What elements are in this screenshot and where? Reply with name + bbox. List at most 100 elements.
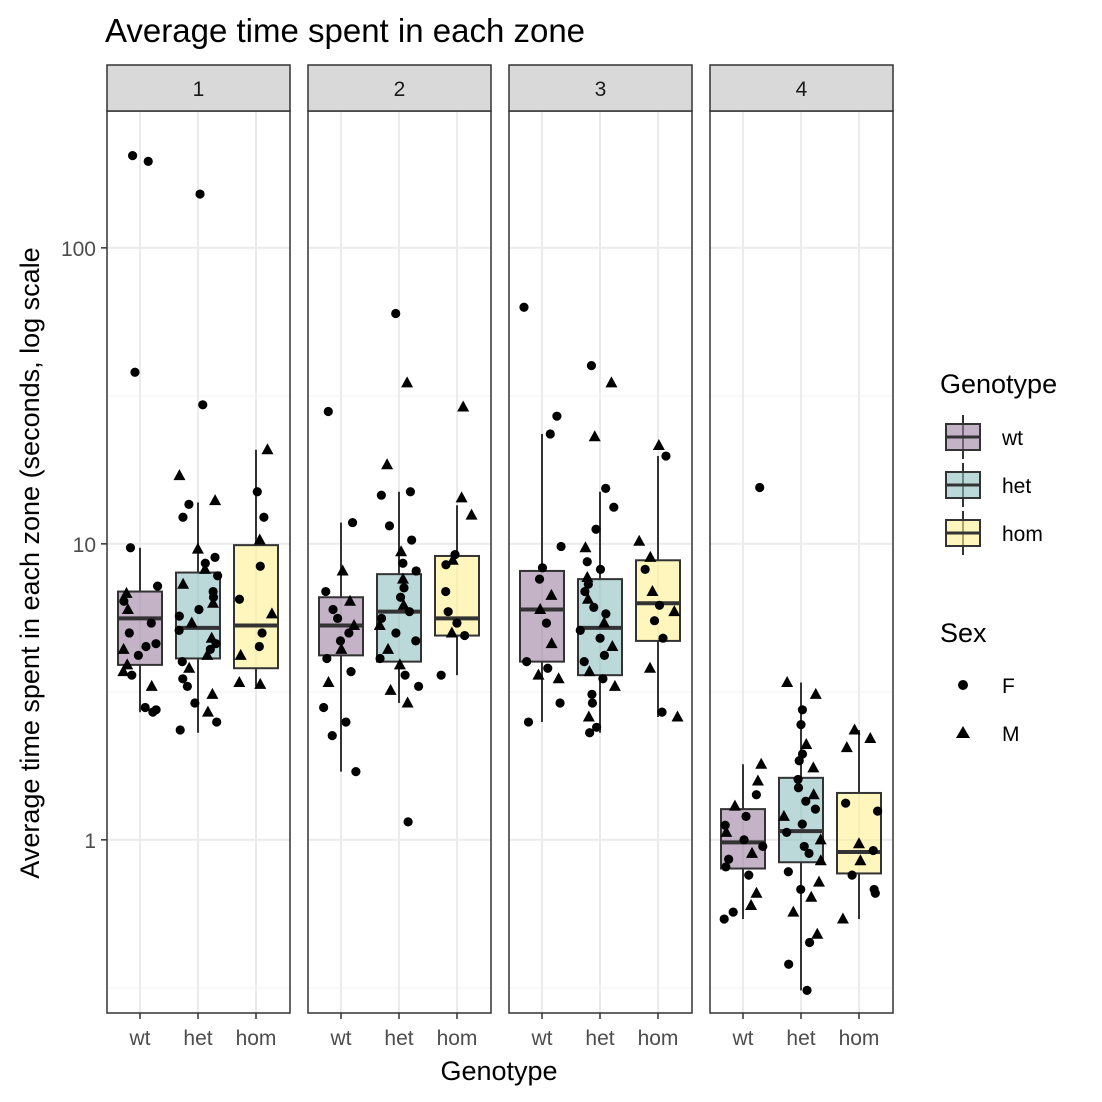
point-female xyxy=(375,653,385,664)
point-male xyxy=(814,854,827,866)
point-female xyxy=(125,543,136,553)
point-female xyxy=(609,502,619,512)
point-female xyxy=(178,674,188,684)
point-male xyxy=(581,570,594,582)
point-female xyxy=(200,558,210,568)
point-female xyxy=(391,308,401,319)
point-male xyxy=(393,658,406,670)
point-male xyxy=(457,400,470,412)
point-female xyxy=(212,717,222,727)
point-female xyxy=(399,583,409,593)
point-female xyxy=(794,756,804,766)
point-male xyxy=(191,542,204,554)
point-female xyxy=(143,156,153,166)
point-male xyxy=(750,886,763,898)
box-iqr xyxy=(635,559,681,642)
point-male xyxy=(848,723,861,735)
point-female xyxy=(799,841,809,852)
x-tick-label: wt xyxy=(531,1027,553,1050)
point-female xyxy=(847,870,857,880)
point-male xyxy=(465,508,478,520)
point-female xyxy=(793,783,804,793)
point-male xyxy=(373,618,386,630)
point-male xyxy=(396,572,409,584)
legend-triangle-icon xyxy=(956,726,970,738)
legend-label-wt: wt xyxy=(1001,427,1023,450)
point-female xyxy=(413,681,424,691)
point-female xyxy=(591,524,601,534)
point-female xyxy=(344,628,354,638)
point-female xyxy=(133,650,143,660)
point-female xyxy=(523,717,534,727)
box-wt xyxy=(117,150,163,717)
point-female xyxy=(579,657,589,667)
point-female xyxy=(327,730,337,741)
point-male xyxy=(864,731,877,743)
point-female xyxy=(801,796,811,806)
point-female xyxy=(194,604,204,615)
y-tick-label: 10 xyxy=(73,534,96,557)
point-male xyxy=(646,585,659,597)
point-female xyxy=(403,817,413,827)
point-female xyxy=(151,705,161,715)
point-female xyxy=(583,579,593,589)
strip-label: 1 xyxy=(193,78,205,101)
strip-label: 4 xyxy=(796,78,808,101)
point-male xyxy=(720,825,733,837)
point-female xyxy=(152,581,163,591)
point-female xyxy=(793,774,803,785)
point-male xyxy=(545,588,558,600)
point-female xyxy=(328,604,338,615)
point-female xyxy=(797,705,807,715)
point-female xyxy=(658,633,668,643)
point-male xyxy=(397,598,410,610)
point-female xyxy=(552,411,562,421)
point-female xyxy=(178,512,188,522)
point-male xyxy=(395,545,408,557)
point-male xyxy=(598,616,611,628)
point-male xyxy=(755,757,768,769)
point-male xyxy=(579,541,592,553)
box-het xyxy=(373,308,424,827)
legend-key-hom xyxy=(945,511,981,555)
facet-panel-3: 3 wt het hom xyxy=(508,64,693,1050)
point-male xyxy=(344,594,357,606)
point-female xyxy=(141,641,151,652)
point-female xyxy=(184,499,194,509)
x-tick-label: wt xyxy=(732,1027,754,1050)
point-female xyxy=(411,566,421,576)
point-female xyxy=(719,914,729,924)
point-male xyxy=(745,899,758,911)
point-male xyxy=(814,833,827,845)
point-male xyxy=(751,774,764,786)
point-male xyxy=(261,443,274,455)
point-female xyxy=(601,609,611,619)
point-male xyxy=(201,705,214,717)
point-female xyxy=(810,804,821,814)
facet-panels: 1 wt het hom 2 wt het hom 3 wt het hom 4 wt het hom xyxy=(106,64,894,1050)
strip-background xyxy=(709,64,894,112)
strip-background xyxy=(106,64,291,112)
point-female xyxy=(319,702,329,713)
point-male xyxy=(552,672,565,684)
point-male xyxy=(455,491,468,503)
point-female xyxy=(796,884,806,895)
point-male xyxy=(807,788,820,800)
box-het xyxy=(173,189,223,735)
point-female xyxy=(595,564,606,574)
point-male xyxy=(382,642,395,654)
strip-label: 3 xyxy=(595,78,607,101)
legend-label-M: M xyxy=(1002,723,1020,746)
point-female xyxy=(804,848,814,858)
point-male xyxy=(777,809,790,821)
point-male xyxy=(233,676,246,688)
point-female xyxy=(724,854,734,864)
point-male xyxy=(728,799,741,811)
point-female xyxy=(720,820,730,830)
point-female xyxy=(321,586,331,597)
point-male xyxy=(117,665,130,677)
point-female xyxy=(234,594,245,604)
x-tick-label: het xyxy=(786,1027,815,1050)
point-female xyxy=(252,487,262,497)
